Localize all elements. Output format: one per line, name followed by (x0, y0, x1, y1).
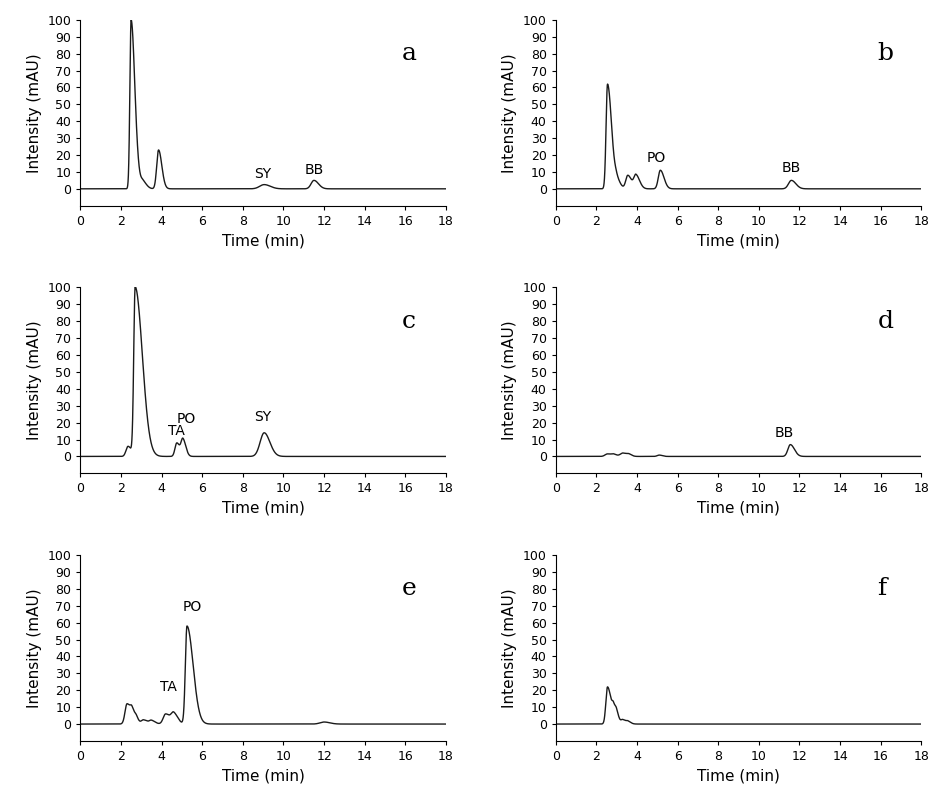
X-axis label: Time (min): Time (min) (697, 501, 779, 516)
Y-axis label: Intensity (mAU): Intensity (mAU) (501, 320, 516, 440)
Text: TA: TA (167, 424, 184, 438)
Text: e: e (402, 577, 416, 600)
Text: b: b (877, 42, 892, 65)
Text: a: a (402, 42, 416, 65)
Y-axis label: Intensity (mAU): Intensity (mAU) (26, 588, 42, 708)
Text: BB: BB (774, 425, 794, 440)
Text: PO: PO (647, 151, 666, 165)
Text: c: c (402, 310, 415, 333)
Text: f: f (877, 577, 885, 600)
Text: SY: SY (254, 167, 271, 181)
Text: PO: PO (183, 600, 202, 615)
Y-axis label: Intensity (mAU): Intensity (mAU) (501, 53, 516, 173)
X-axis label: Time (min): Time (min) (222, 769, 304, 784)
Y-axis label: Intensity (mAU): Intensity (mAU) (26, 320, 42, 440)
Text: PO: PO (177, 412, 195, 426)
X-axis label: Time (min): Time (min) (697, 769, 779, 784)
Y-axis label: Intensity (mAU): Intensity (mAU) (26, 53, 42, 173)
Text: TA: TA (160, 680, 177, 693)
Text: SY: SY (254, 410, 271, 425)
X-axis label: Time (min): Time (min) (697, 233, 779, 248)
Text: d: d (877, 310, 892, 333)
Text: BB: BB (305, 163, 324, 177)
Text: BB: BB (781, 161, 800, 176)
X-axis label: Time (min): Time (min) (222, 233, 304, 248)
Y-axis label: Intensity (mAU): Intensity (mAU) (501, 588, 516, 708)
X-axis label: Time (min): Time (min) (222, 501, 304, 516)
